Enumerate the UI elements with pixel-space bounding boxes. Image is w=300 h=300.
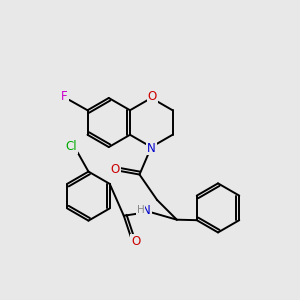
Text: H: H [136, 205, 144, 215]
Text: O: O [110, 163, 120, 176]
Text: N: N [147, 142, 156, 154]
Text: O: O [131, 235, 140, 248]
Text: Cl: Cl [65, 140, 76, 153]
Text: O: O [148, 91, 157, 103]
Text: F: F [61, 89, 68, 103]
Text: N: N [142, 204, 151, 218]
